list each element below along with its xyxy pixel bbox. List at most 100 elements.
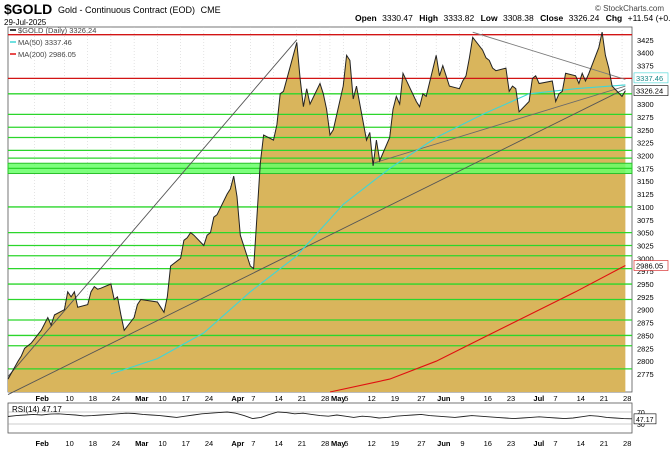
x-label-11: 21 — [298, 394, 306, 403]
x-label-1: 10 — [65, 394, 73, 403]
trendline-1 — [7, 88, 626, 395]
symbol-title: $GOLD — [4, 1, 52, 17]
x-label-bottom-26: 28 — [623, 439, 631, 448]
x-label-4: Mar — [135, 394, 148, 403]
y-tick-11: 3050 — [637, 229, 654, 238]
y-tick-17: 3200 — [637, 152, 654, 161]
x-label-bottom-12: 28 — [321, 439, 329, 448]
x-label-bottom-0: Feb — [36, 439, 50, 448]
watermark: © StockCharts.com — [595, 4, 664, 13]
open-label: Open — [355, 13, 377, 23]
rsi-value-label: 47.17 — [636, 417, 654, 424]
x-label-12: 28 — [321, 394, 329, 403]
rsi-label: RSI(14) 47.17 — [12, 405, 62, 414]
low-value: 3308.38 — [503, 13, 534, 23]
ohlc-readout: Open 3330.47 High 3333.82 Low 3308.38 Cl… — [355, 13, 670, 23]
x-label-bottom-23: 7 — [553, 439, 557, 448]
x-label-9: 7 — [251, 394, 255, 403]
x-label-8: Apr — [231, 394, 244, 403]
x-label-3: 24 — [112, 394, 120, 403]
price-panel: 2775280028252850287529002925295029753000… — [7, 26, 669, 403]
x-label-bottom-17: 27 — [417, 439, 425, 448]
last-price-tag-text: 3326.24 — [636, 87, 663, 96]
high-label: High — [419, 13, 438, 23]
y-tick-5: 2900 — [637, 306, 654, 315]
legend-label-0: $GOLD (Daily) 3326.24 — [18, 26, 96, 35]
y-tick-3: 2850 — [637, 331, 654, 340]
y-tick-13: 3100 — [637, 203, 654, 212]
y-tick-12: 3075 — [637, 216, 654, 225]
x-label-bottom-9: 7 — [251, 439, 255, 448]
y-tick-14: 3125 — [637, 190, 654, 199]
x-label-15: 12 — [367, 394, 375, 403]
trendline-2 — [372, 85, 626, 164]
x-label-bottom-8: Apr — [231, 439, 244, 448]
legend-label-2: MA(200) 2986.05 — [18, 50, 76, 59]
price-tags: 3326.24 3337.46 2986.05 — [633, 72, 669, 271]
ma200-tag-text: 2986.05 — [636, 262, 663, 271]
x-label-bottom-15: 12 — [367, 439, 375, 448]
x-label-bottom-24: 14 — [577, 439, 585, 448]
y-tick-8: 2975 — [637, 267, 654, 276]
trendlines — [7, 31, 626, 395]
x-label-bottom-14: 5 — [344, 439, 348, 448]
price-area-fill — [8, 32, 626, 392]
y-tick-20: 3275 — [637, 113, 654, 122]
x-label-bottom-1: 10 — [65, 439, 73, 448]
y-tick-6: 2925 — [637, 293, 654, 302]
y-tick-16: 3175 — [637, 164, 654, 173]
rsi-value-box — [633, 413, 657, 425]
x-label-24: 14 — [577, 394, 585, 403]
y-tick-26: 3425 — [637, 36, 654, 45]
y-tick-7: 2950 — [637, 280, 654, 289]
x-label-bottom-2: 18 — [89, 439, 97, 448]
x-label-0: Feb — [36, 394, 50, 403]
x-label-bottom-13: May — [331, 439, 346, 448]
x-label-25: 21 — [600, 394, 608, 403]
price-line-path — [7, 31, 626, 380]
chart-legend: $GOLD (Daily) 3326.24 MA(50) 3337.46 MA(20… — [10, 26, 96, 59]
y-tick-4: 2875 — [637, 319, 654, 328]
x-label-16: 19 — [391, 394, 399, 403]
instrument-name-text: Gold - Continuous Contract (EOD) — [58, 5, 195, 15]
ma50-line — [110, 84, 626, 375]
x-label-19: 9 — [460, 394, 464, 403]
x-label-13: May — [331, 394, 346, 403]
chart-header: $GOLD Gold - Continuous Contract (EOD) C… — [4, 1, 670, 27]
trendline-0 — [7, 39, 298, 377]
x-label-bottom-25: 21 — [600, 439, 608, 448]
ma50-tag-box — [633, 72, 669, 84]
high-value: 3333.82 — [443, 13, 474, 23]
x-label-bottom-19: 9 — [460, 439, 464, 448]
y-tick-2: 2825 — [637, 344, 654, 353]
exchange-text: CME — [201, 5, 221, 15]
x-label-14: 5 — [344, 394, 348, 403]
y-tick-19: 3250 — [637, 126, 654, 135]
x-label-22: Jul — [533, 394, 544, 403]
x-label-bottom-4: Mar — [135, 439, 148, 448]
rsi-panel-background — [7, 402, 633, 434]
x-label-23: 7 — [553, 394, 557, 403]
x-label-17: 27 — [417, 394, 425, 403]
x-label-bottom-22: Jul — [533, 439, 544, 448]
x-label-bottom-11: 21 — [298, 439, 306, 448]
trendline-3 — [472, 31, 626, 80]
y-tick-18: 3225 — [637, 139, 654, 148]
chart-date: 29-Jul-2025 — [4, 18, 47, 27]
x-label-bottom-10: 14 — [275, 439, 283, 448]
ma50-tag-text: 3337.46 — [636, 74, 663, 83]
x-label-2: 18 — [89, 394, 97, 403]
moving-averages — [110, 84, 626, 393]
x-label-5: 10 — [158, 394, 166, 403]
rsi-line — [7, 411, 633, 420]
x-label-20: 16 — [484, 394, 492, 403]
x-label-bottom-20: 16 — [484, 439, 492, 448]
y-tick-24: 3375 — [637, 62, 654, 71]
chg-label: Chg — [606, 13, 623, 23]
x-label-bottom-3: 24 — [112, 439, 120, 448]
x-label-26: 28 — [623, 394, 631, 403]
rsi-level-label-1: 30 — [637, 422, 645, 429]
